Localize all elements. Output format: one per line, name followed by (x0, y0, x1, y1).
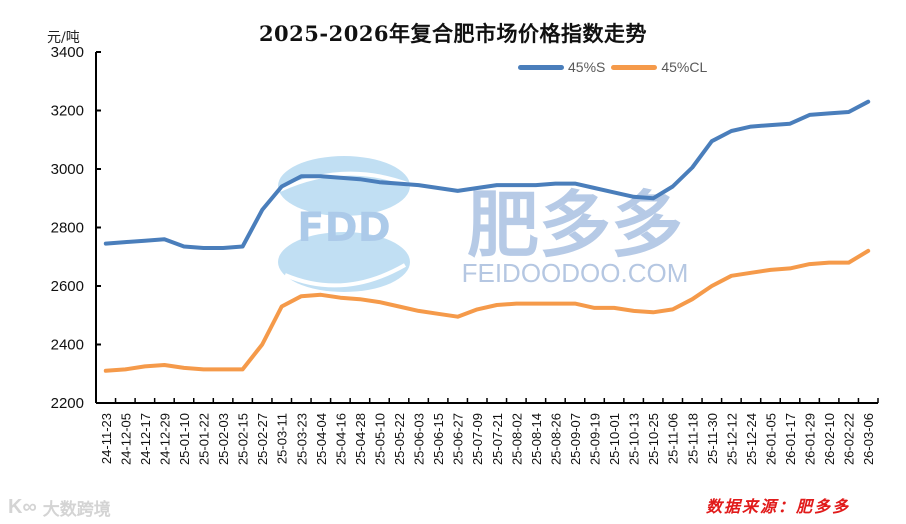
x-tick-label: 25-09-19 (588, 413, 603, 465)
x-tick-label: 25-01-22 (197, 413, 212, 465)
x-tick-label: 25-02-03 (216, 413, 231, 465)
x-tick-label: 25-03-23 (294, 413, 309, 465)
legend-swatch-cl (611, 64, 658, 70)
x-tick-label: 24-12-05 (118, 413, 133, 465)
y-tick-label: 2200 (51, 395, 84, 412)
x-tick-label: 26-01-17 (783, 413, 798, 465)
legend-label-s: 45%S (568, 59, 606, 75)
x-tick-label: 25-05-10 (372, 413, 387, 465)
x-tick-label: 25-01-10 (177, 413, 192, 465)
x-tick-label: 25-06-27 (451, 413, 466, 465)
x-tick-label: 26-02-22 (842, 413, 857, 465)
watermark-brand-cn: 肥多多 (467, 183, 683, 267)
x-tick-label: 25-02-15 (236, 413, 251, 465)
x-tick-label: 25-12-24 (744, 413, 759, 465)
x-tick-label: 25-07-09 (470, 413, 485, 465)
x-tick-label: 25-08-14 (529, 413, 544, 465)
x-tick-label: 25-10-13 (627, 413, 642, 465)
x-tick-label: 25-04-04 (314, 413, 329, 465)
x-tick-label: 26-03-06 (861, 413, 876, 465)
series-line-45cl (103, 248, 871, 373)
chart-title: 2025-2026年复合肥市场价格指数走势 (258, 21, 648, 46)
y-tick-label: 3400 (51, 44, 84, 61)
watermark-brand-url: FEIDOODOO.COM (462, 258, 689, 288)
y-tick-label: 2800 (51, 220, 84, 237)
series-line-45s (103, 99, 871, 250)
data-source: 数据来源：肥多多 (706, 497, 851, 516)
x-tick-label: 26-01-05 (763, 413, 778, 465)
x-tick-label: 26-01-29 (803, 413, 818, 465)
watermark-k-icon: K∞ (8, 496, 37, 518)
x-tick-label: 25-11-30 (705, 413, 720, 464)
y-tick-label: 2600 (51, 278, 84, 295)
watermark-bottom-text: 大数跨境 (42, 500, 111, 519)
x-tick-label: 25-11-06 (666, 413, 681, 464)
x-tick-label: 25-10-01 (607, 413, 622, 465)
x-tick-label: 25-02-27 (255, 413, 270, 465)
y-tick-label: 2400 (51, 337, 84, 354)
legend-label-cl: 45%CL (661, 59, 708, 75)
watermark-logo: FDD 肥多多 FEIDOODOO.COM (278, 156, 688, 292)
legend: 45%S 45%CL (518, 59, 713, 75)
y-tick-label: 3000 (51, 161, 84, 178)
x-tick-label: 25-09-07 (568, 413, 583, 465)
x-tick-label: 25-08-26 (548, 413, 563, 465)
x-tick-label: 25-03-11 (275, 413, 290, 464)
x-tick-label: 25-05-22 (392, 413, 407, 465)
x-tick-label: 25-04-28 (353, 413, 368, 465)
y-tick-label: 3200 (51, 103, 84, 120)
x-tick-label: 25-10-25 (646, 413, 661, 465)
x-tick-label: 25-06-03 (412, 413, 427, 465)
legend-swatch-s (518, 64, 564, 70)
watermark-logo-text: FDD (297, 205, 391, 251)
x-tick-label: 25-07-21 (490, 413, 505, 465)
x-tick-label: 25-12-12 (724, 413, 739, 465)
axes: 2200 2400 2600 2800 3000 3200 3400 24-11-23 24-1… (51, 44, 879, 465)
x-tick-label: 25-06-15 (431, 413, 446, 465)
legend-entry-s: 45%S (518, 59, 605, 75)
x-tick-label: 24-11-23 (99, 413, 114, 464)
legend-entry-cl: 45%CL (611, 59, 707, 75)
x-tick-label: 26-02-10 (822, 413, 837, 465)
x-tick-label: 25-04-16 (333, 413, 348, 465)
series-lines (103, 99, 871, 373)
x-tick-label: 24-12-17 (138, 413, 153, 465)
x-tick-label: 25-08-02 (509, 413, 524, 465)
bottom-left-watermark: K∞ 大数跨境 (8, 495, 111, 520)
y-axis-unit: 元/吨 (47, 30, 80, 46)
x-tick-label: 25-11-18 (685, 413, 700, 464)
x-tick-label: 24-12-29 (157, 413, 172, 465)
